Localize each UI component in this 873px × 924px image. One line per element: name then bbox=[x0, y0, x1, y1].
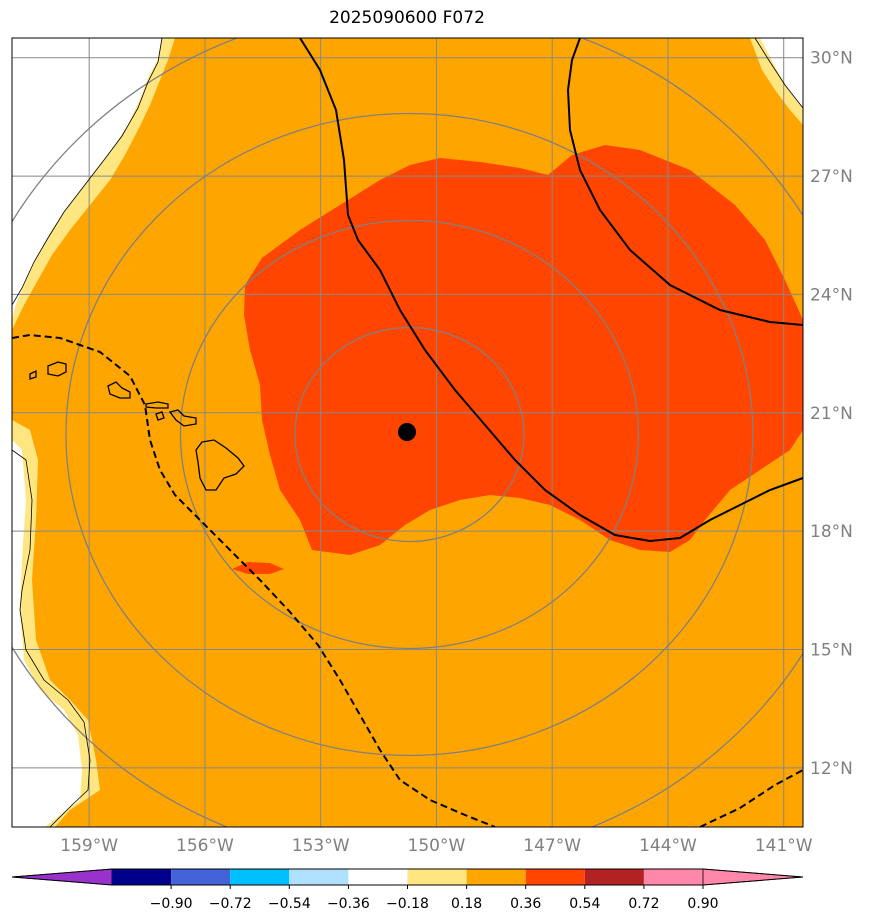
contour-dashed-west bbox=[12, 333, 496, 827]
latitude-label: 24°N bbox=[810, 285, 853, 305]
colorbar-label: 0.90 bbox=[687, 896, 718, 912]
colorbar-label: −0.54 bbox=[268, 896, 311, 912]
contour-solid-central bbox=[299, 38, 803, 543]
longitude-label: 144°W bbox=[639, 836, 697, 856]
island-big-island bbox=[195, 439, 245, 491]
longitude-label: 156°W bbox=[176, 836, 234, 856]
colorbar-label: −0.90 bbox=[150, 896, 193, 912]
anomaly-fill-036-west bbox=[12, 38, 175, 330]
island-niihau bbox=[29, 369, 37, 380]
longitude-label: 141°W bbox=[755, 836, 813, 856]
latitude-tick-labels: 30°N 27°N 24°N 21°N 18°N 15°N 12°N bbox=[810, 49, 853, 779]
colorbar-outline bbox=[11, 868, 804, 886]
latitude-label: 30°N bbox=[810, 49, 853, 69]
colorbar-label: −0.18 bbox=[386, 896, 429, 912]
colorbar-segment bbox=[525, 869, 585, 885]
colorbar-segment bbox=[171, 869, 231, 885]
latitude-label: 18°N bbox=[810, 522, 853, 542]
colorbar-label: 0.72 bbox=[628, 896, 659, 912]
colorbar-label: −0.36 bbox=[327, 896, 370, 912]
anomaly-fill-072-main bbox=[244, 145, 803, 555]
range-rings bbox=[12, 38, 803, 827]
storm-center-marker bbox=[398, 423, 416, 441]
latitude-label: 15°N bbox=[810, 640, 853, 660]
coastline-southwest bbox=[12, 449, 91, 827]
colorbar-segment bbox=[289, 869, 349, 885]
anomaly-fill-white-northeast bbox=[760, 38, 803, 108]
colorbar bbox=[11, 868, 804, 886]
graticule bbox=[12, 38, 803, 827]
range-ring bbox=[294, 326, 525, 543]
colorbar-segment bbox=[407, 869, 467, 885]
island-molokai bbox=[145, 401, 169, 409]
latitude-label: 21°N bbox=[810, 404, 853, 424]
range-ring bbox=[179, 219, 640, 650]
coastline-west bbox=[12, 38, 163, 306]
contour-solid-northeast bbox=[566, 38, 803, 326]
colorbar-segment bbox=[230, 869, 290, 885]
colorbar-segment bbox=[466, 869, 526, 885]
map-title: 2025090600 F072 bbox=[329, 8, 485, 28]
colorbar-tick-labels: −0.90 −0.72 −0.54 −0.36 −0.18 0.18 0.36 0.54 0.7… bbox=[150, 885, 719, 912]
colorbar-segment bbox=[112, 869, 172, 885]
contour-dashed-southeast bbox=[699, 769, 803, 827]
coastline-northeast bbox=[754, 38, 803, 109]
latitude-label: 27°N bbox=[810, 167, 853, 187]
colorbar-extension-min bbox=[11, 868, 113, 886]
longitude-label: 153°W bbox=[292, 836, 350, 856]
island-oahu bbox=[107, 381, 131, 399]
colorbar-segment bbox=[643, 869, 703, 885]
colorbar-segment bbox=[348, 869, 408, 885]
island-kauai bbox=[47, 361, 67, 377]
longitude-tick-labels: 159°W 156°W 153°W 150°W 147°W 144°W 141°W bbox=[60, 836, 812, 856]
range-ring bbox=[65, 112, 754, 757]
map-area bbox=[12, 38, 803, 827]
longitude-label: 150°W bbox=[408, 836, 466, 856]
island-lanai bbox=[155, 411, 165, 421]
longitude-label: 159°W bbox=[60, 836, 118, 856]
colorbar-label: 0.36 bbox=[510, 896, 541, 912]
anomaly-fill-white-southwest bbox=[12, 440, 82, 827]
colorbar-segment bbox=[584, 869, 644, 885]
anomaly-fill-white-west bbox=[12, 38, 162, 320]
latitude-label: 12°N bbox=[810, 759, 853, 779]
colorbar-label: −0.72 bbox=[209, 896, 252, 912]
hawaiian-islands bbox=[29, 361, 245, 491]
colorbar-label: 0.54 bbox=[569, 896, 600, 912]
colorbar-label: 0.18 bbox=[451, 896, 482, 912]
map-frame bbox=[11, 37, 804, 828]
longitude-label: 147°W bbox=[523, 836, 581, 856]
colorbar-extension-max bbox=[702, 868, 804, 886]
island-maui bbox=[168, 409, 197, 427]
